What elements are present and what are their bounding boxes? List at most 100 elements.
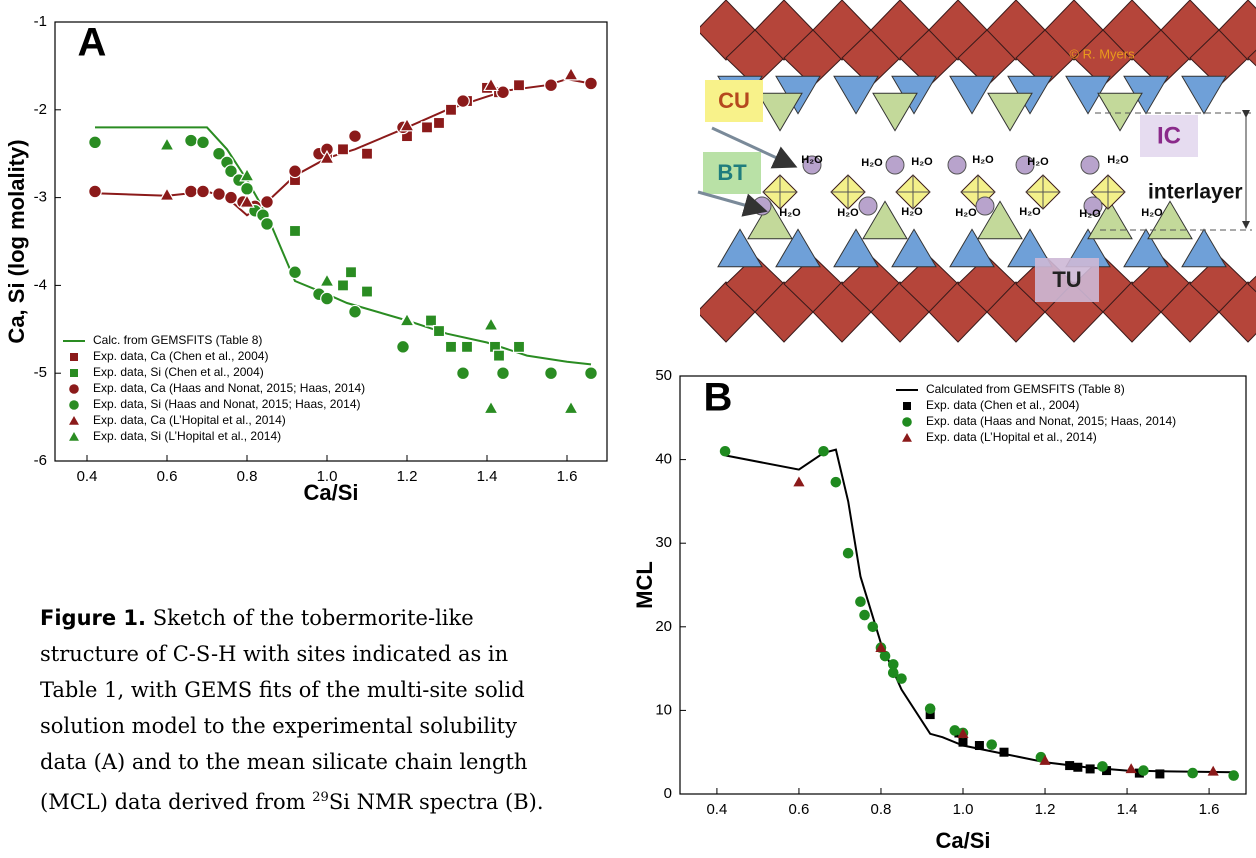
data-point: [949, 725, 961, 736]
data-point: [924, 703, 936, 715]
data-point: [1125, 763, 1137, 774]
plot-frame: [54, 21, 608, 462]
tetrahedron: [1181, 228, 1227, 268]
bridging-tetrahedron: [872, 92, 918, 132]
tetrahedron: [949, 228, 995, 268]
data-point: [399, 312, 415, 327]
panel-label: B: [704, 376, 733, 420]
x-tick-label: 1.0: [953, 801, 974, 818]
data-point: [719, 445, 731, 457]
legend-label: Exp. data (L’Hopital et al., 2014): [926, 430, 1097, 444]
legend-swatch: [903, 402, 911, 410]
data-point: [88, 135, 102, 150]
water-label: H₂O: [901, 206, 923, 218]
y-tick-label: 30: [655, 534, 672, 551]
data-point: [887, 659, 899, 670]
water-label: H₂O: [1019, 206, 1041, 218]
data-point: [563, 400, 579, 415]
panel-label: A: [78, 21, 107, 65]
data-point: [483, 77, 499, 92]
caption-line: (MCL) data derived from 29Si NMR spectra…: [40, 780, 640, 820]
data-point: [320, 291, 334, 306]
legend-label: Exp. data, Ca (Haas and Nonat, 2015; Haa…: [93, 381, 365, 395]
data-point: [793, 476, 805, 487]
bridging-tetrahedron: [862, 200, 908, 240]
data-point: [240, 181, 254, 196]
x-axis-title: Ca/Si: [935, 828, 990, 853]
water-label: H₂O: [1107, 154, 1129, 166]
data-point: [432, 116, 446, 130]
data-point: [1102, 766, 1112, 776]
data-point: [159, 136, 175, 151]
data-point: [424, 314, 438, 327]
legend-label: Exp. data, Si (Haas and Nonat, 2015; Haa…: [93, 397, 361, 411]
data-point: [842, 547, 854, 559]
data-point: [1065, 761, 1075, 771]
caption-text: (MCL) data derived from: [40, 790, 306, 814]
data-point: [360, 285, 374, 298]
interlayer-label: interlayer: [1148, 181, 1243, 204]
data-point: [196, 135, 210, 150]
data-point: [288, 224, 302, 238]
cu-label: CU: [718, 88, 750, 113]
tetrahedron: [891, 228, 937, 268]
data-point: [1039, 754, 1051, 765]
data-point: [432, 324, 446, 338]
data-point: [584, 366, 598, 381]
x-tick-label: 1.6: [1199, 801, 1220, 818]
tetrahedron: [1181, 75, 1227, 115]
water-label: H₂O: [972, 154, 994, 166]
x-tick-label: 0.4: [77, 468, 98, 485]
data-point: [859, 609, 870, 621]
data-point: [1085, 764, 1095, 774]
data-point: [925, 710, 935, 720]
data-point: [239, 167, 255, 182]
data-point: [260, 195, 274, 209]
credit: © R. Myers: [1069, 46, 1135, 61]
caption-line: Table 1, with GEMS fits of the multi-sit…: [40, 678, 525, 702]
water-label: H₂O: [955, 207, 977, 219]
y-tick-label: 20: [655, 618, 672, 635]
octahedron: [1247, 275, 1256, 293]
tetrahedron: [1123, 228, 1169, 268]
data-point: [855, 596, 866, 608]
data-point: [319, 272, 335, 287]
data-point: [1228, 770, 1239, 781]
water-label: H₂O: [837, 207, 859, 219]
data-point: [896, 673, 907, 684]
legend-label: Calculated from GEMSFITS (Table 8): [926, 382, 1125, 396]
label-box: [1140, 115, 1198, 157]
water-label: H₂O: [779, 207, 801, 219]
data-point: [830, 476, 842, 488]
data-point: [887, 667, 899, 679]
caption-line: solution model to the experimental solub…: [40, 714, 517, 738]
calcium-ion: [947, 155, 967, 175]
legend-swatch: [70, 353, 78, 361]
tetrahedron: [775, 228, 821, 268]
x-tick-label: 1.4: [1117, 801, 1138, 818]
data-point: [867, 621, 879, 633]
water-label: H₂O: [1079, 208, 1101, 220]
data-point: [196, 184, 210, 199]
calcium-ion: [1015, 155, 1035, 175]
calcium-ion: [802, 155, 822, 175]
x-tick-label: 1.4: [477, 468, 498, 485]
data-point: [563, 66, 579, 81]
data-point: [496, 366, 510, 381]
data-point: [224, 190, 238, 205]
tu-label: TU: [1052, 267, 1081, 292]
bridging-tetrahedron: [1147, 200, 1193, 240]
data-point: [212, 187, 226, 201]
data-point: [224, 164, 238, 179]
model-line: [724, 448, 1234, 774]
y-tick-label: 40: [655, 451, 672, 468]
bridging-tetrahedron: [977, 200, 1023, 240]
tetrahedron: [833, 228, 879, 268]
water-label: H₂O: [911, 156, 933, 168]
bridging-tetrahedron: [1087, 200, 1133, 240]
x-tick-label: 0.6: [157, 468, 178, 485]
data-point: [999, 747, 1009, 757]
y-axis-title: MCL: [632, 561, 657, 609]
data-point: [1187, 767, 1198, 779]
